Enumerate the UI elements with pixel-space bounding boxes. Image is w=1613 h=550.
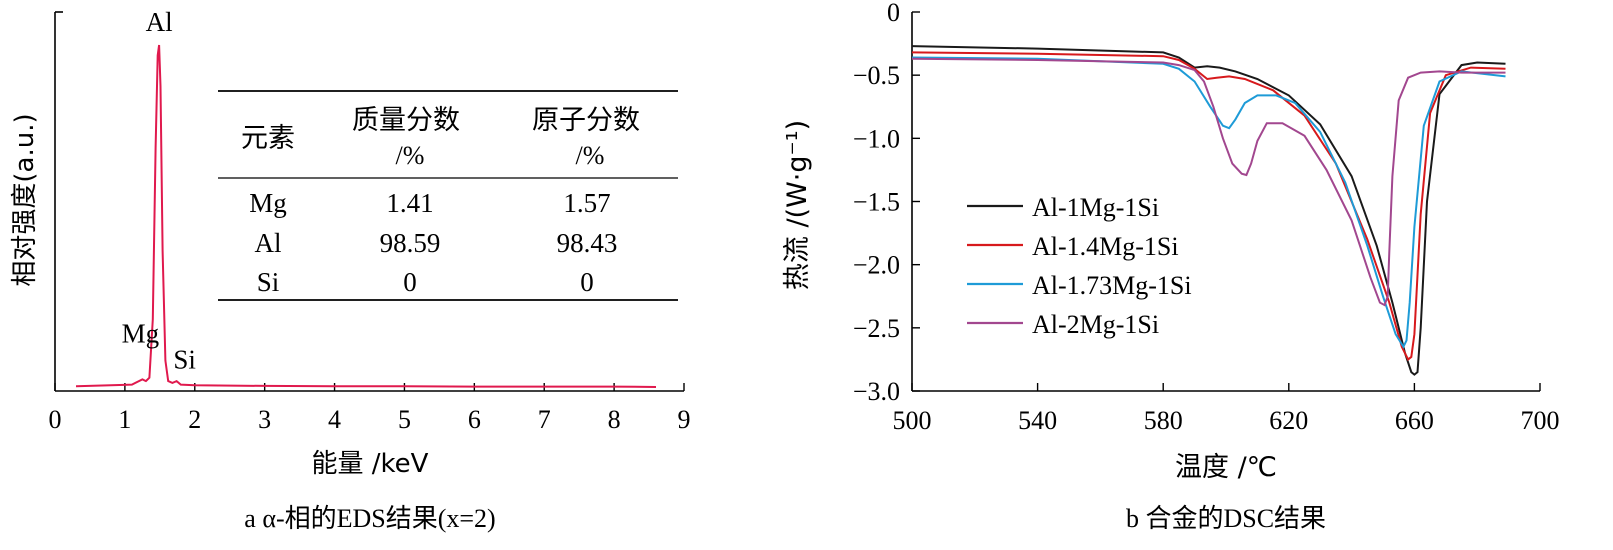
eds-x-tick-label: 8 [608,405,621,434]
eds-peak-label-si: Si [173,344,196,374]
dsc-x-tick-label: 500 [893,406,932,435]
dsc-y-tick-label: −0.5 [853,61,900,90]
table-header-mass: 质量分数 [352,105,460,136]
eds-peak-labels: Al Mg Si [122,7,196,374]
dsc-x-tick-label: 700 [1521,406,1560,435]
table-cell: 0 [580,267,594,297]
eds-x-tick-label: 1 [118,405,131,434]
legend-label: Al-1.73Mg-1Si [1032,271,1192,300]
dsc-legend: Al-1Mg-1Si Al-1.4Mg-1Si Al-1.73Mg-1Si Al-2M… [967,193,1192,339]
composition-table: 元素 质量分数 /% 原子分数 /% Mg 1.41 1.57 Al 98.59 98.4… [218,90,678,301]
eds-peak-label-al: Al [146,7,173,37]
table-body: Mg 1.41 1.57 Al 98.59 98.43 Si 0 0 [249,188,617,297]
dsc-x-tick-labels: 500 540 580 620 660 700 [893,406,1560,435]
legend-label: Al-1.4Mg-1Si [1032,232,1179,261]
eds-caption: a α-相的EDS结果(x=2) [244,504,495,533]
eds-panel: 0 1 2 3 4 5 6 7 8 9 Al Mg Si 相对强度(a.u.) 能量 /keV a α… [10,7,691,533]
legend-label: Al-2Mg-1Si [1032,310,1159,339]
eds-x-tick-label: 5 [398,405,411,434]
dsc-y-tick-labels: 0 −0.5 −1.0 −1.5 −2.0 −2.5 −3.0 [853,0,900,406]
eds-x-tick-label: 4 [328,405,341,434]
eds-x-tick-label: 3 [258,405,271,434]
eds-x-tick-label: 6 [468,405,481,434]
table-header-mass-unit: /% [396,141,425,170]
table-cell: 0 [403,267,417,297]
eds-x-tick-labels: 0 1 2 3 4 5 6 7 8 9 [49,405,691,434]
table-cell: 1.41 [386,188,433,218]
dsc-caption: b 合金的DSC结果 [1126,504,1326,533]
dsc-panel: 0 −0.5 −1.0 −1.5 −2.0 −2.5 −3.0 500 540 580 620 66… [782,0,1560,533]
dsc-x-axis-label: 温度 /℃ [1175,452,1277,483]
dsc-x-tick-label: 620 [1269,406,1308,435]
dsc-y-ticks [912,11,920,392]
dsc-x-tick-label: 540 [1018,406,1057,435]
eds-spectrum-line [75,44,657,388]
eds-x-tick-label: 7 [538,405,551,434]
dsc-series-line-3 [911,56,1506,349]
eds-y-axis-label: 相对强度(a.u.) [10,113,40,286]
table-cell: 98.43 [557,228,618,258]
eds-peak-label-mg: Mg [122,319,160,349]
dsc-curves [911,45,1506,376]
dsc-x-ticks [911,383,1541,391]
dsc-x-tick-label: 580 [1144,406,1183,435]
legend-label: Al-1Mg-1Si [1032,193,1159,222]
dsc-y-tick-label: −2.5 [853,314,900,343]
dsc-y-tick-label: −1.0 [853,124,900,153]
table-cell: 1.57 [563,188,610,218]
table-header-atomic-unit: /% [576,141,605,170]
table-header-element: 元素 [241,123,295,154]
dsc-series-line-1 [911,45,1506,376]
dsc-y-tick-label: −2.0 [853,251,900,280]
eds-x-tick-label: 0 [49,405,62,434]
table-cell: 98.59 [380,228,441,258]
dsc-y-tick-label: −3.0 [853,377,900,406]
eds-x-tick-label: 9 [678,405,691,434]
eds-x-tick-label: 2 [188,405,201,434]
table-cell: Mg [249,188,287,218]
dsc-x-tick-label: 660 [1395,406,1434,435]
table-cell: Al [255,228,282,258]
table-cell: Si [257,267,280,297]
dsc-y-axis-label: 热流 /(W·g⁻¹) [782,120,813,290]
dsc-series-line-4 [911,57,1506,307]
dsc-y-tick-label: 0 [887,0,900,27]
dsc-y-tick-label: −1.5 [853,188,900,217]
table-header-atomic: 原子分数 [532,105,640,136]
eds-x-axis-label: 能量 /keV [312,449,429,479]
